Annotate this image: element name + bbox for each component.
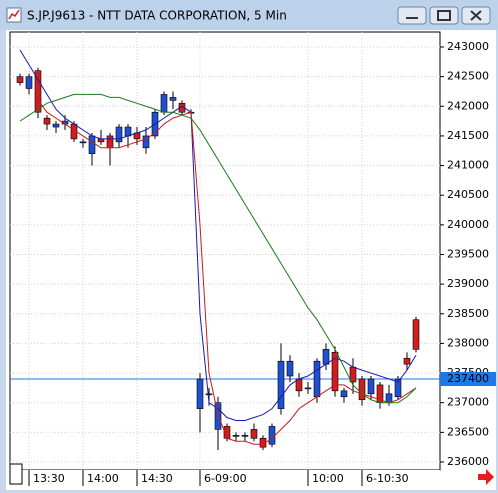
candle-body (169, 97, 177, 101)
x-tick-label: 6-10:30 (366, 472, 409, 485)
candle-body (160, 94, 168, 113)
x-tick-label: 6-09:00 (204, 472, 247, 485)
candle-body (124, 126, 132, 137)
current-price-box (440, 371, 496, 386)
candle-body (403, 357, 411, 365)
candle-body (52, 123, 60, 128)
candle-body (304, 387, 312, 390)
scroll-box[interactable] (9, 463, 23, 485)
y-tick-label: 239500 (447, 247, 489, 260)
y-tick-label: 238000 (447, 336, 489, 349)
candle-body (196, 378, 204, 409)
candle-body (322, 349, 330, 365)
candle-body (205, 393, 213, 396)
candle-body (277, 360, 285, 409)
y-tick-label: 240500 (447, 188, 489, 201)
ma-line (37, 100, 417, 445)
y-tick-label: 236000 (447, 455, 489, 468)
candle-body (43, 117, 51, 125)
candle-body (250, 429, 258, 439)
window-title: S.JP.J9613 - NTT DATA CORPORATION, 5 Min (27, 9, 287, 23)
y-tick-label: 242500 (447, 70, 489, 83)
candle-body (16, 76, 24, 83)
chart: 2360002365002370002375002380002385002390… (10, 32, 496, 488)
candle-body (268, 426, 276, 445)
x-tick-label: 14:00 (87, 472, 119, 485)
y-tick-label: 236500 (447, 425, 489, 438)
maximize-button[interactable] (429, 6, 459, 25)
candle-body (367, 378, 375, 395)
candle-body (25, 76, 33, 89)
window-buttons[interactable] (397, 6, 491, 25)
x-tick-label: 10:00 (312, 472, 344, 485)
y-tick-label: 240000 (447, 218, 489, 231)
candle-body (412, 319, 420, 350)
ma-line (19, 93, 417, 404)
scroll-arrow[interactable] (478, 469, 494, 485)
candle-body (142, 135, 150, 149)
candle-body (106, 135, 114, 149)
candle-body (313, 360, 321, 398)
y-tick-label: 239000 (447, 277, 489, 290)
y-tick-label: 241000 (447, 159, 489, 172)
candle-body (34, 70, 42, 113)
current-price-label: 237400 (447, 372, 489, 385)
plot-area (9, 31, 441, 471)
y-tick-label: 237000 (447, 396, 489, 409)
y-tick-label: 242000 (447, 99, 489, 112)
ma-line (19, 49, 417, 421)
candle-body (385, 393, 393, 404)
app-icon-line (8, 9, 20, 20)
candle-body (232, 435, 240, 437)
candle-body (340, 390, 348, 398)
minimize-button[interactable] (397, 6, 427, 25)
candle-body (241, 435, 249, 437)
close-icon (470, 10, 482, 21)
x-tick-label: 14:30 (141, 472, 173, 485)
y-tick-label: 241500 (447, 129, 489, 142)
x-tick-label: 13:30 (33, 472, 65, 485)
candle-body (358, 378, 366, 401)
y-tick-label: 243000 (447, 40, 489, 53)
y-tick-label: 238500 (447, 307, 489, 320)
candle-body (214, 402, 222, 430)
candle-body (286, 360, 294, 377)
candle-body (79, 141, 87, 144)
candle-body (394, 378, 402, 398)
maximize-icon (437, 10, 451, 21)
x-axis-band (10, 470, 440, 488)
candle-body (331, 352, 339, 392)
candle-body (115, 126, 123, 143)
candle-body (88, 135, 96, 155)
